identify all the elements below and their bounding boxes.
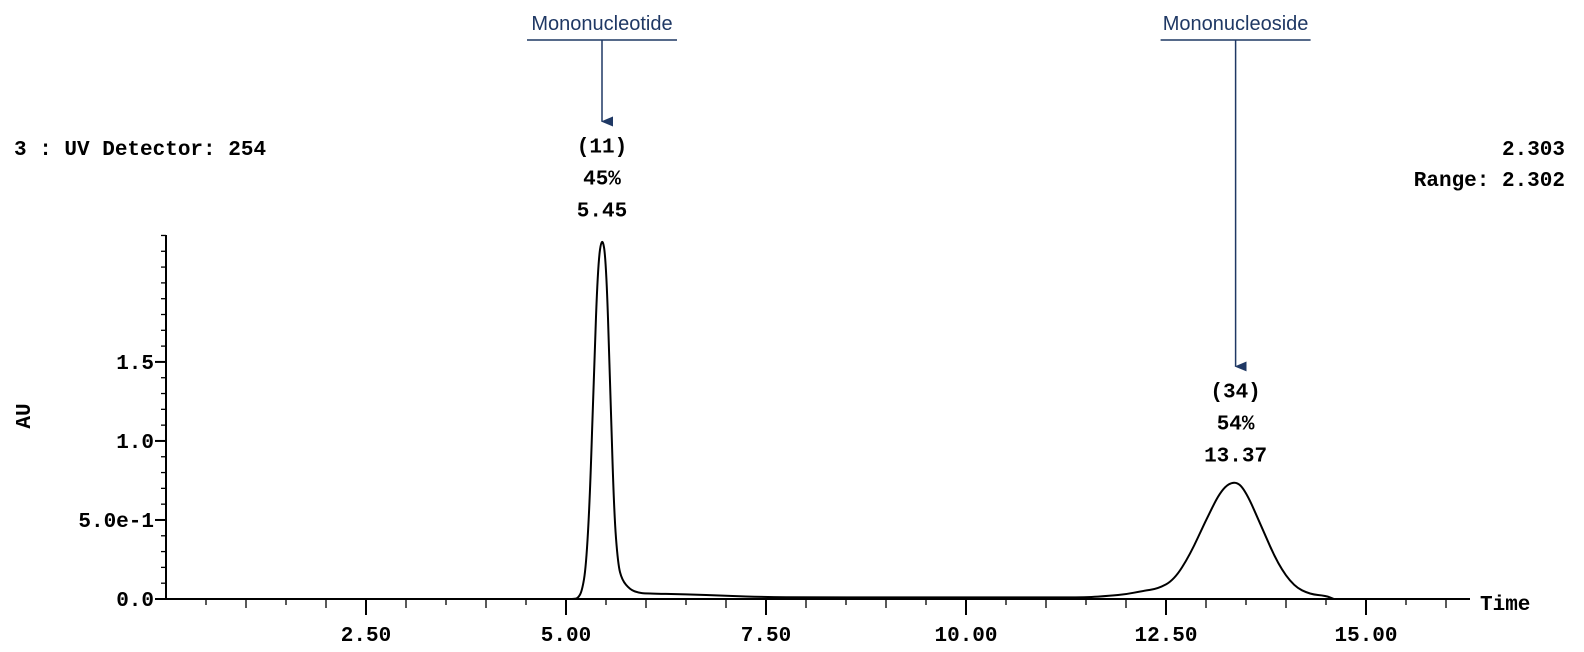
peak-time-label: 5.45 xyxy=(577,200,627,223)
peak-percent-label: 45% xyxy=(583,168,621,191)
x-minor-ticks xyxy=(205,599,1447,608)
x-tick-label: 7.50 xyxy=(741,625,791,648)
x-tick-label: 12.50 xyxy=(1134,625,1197,648)
peak-number-label: (34) xyxy=(1210,381,1260,404)
y-tick-label: 0.0 xyxy=(116,590,154,613)
max-value-label: 2.303 xyxy=(1502,139,1565,162)
y-axis-label: AU xyxy=(14,403,37,428)
x-tick-label: 2.50 xyxy=(341,625,391,648)
x-tick-label: 15.00 xyxy=(1334,625,1397,648)
detector-label: 3 : UV Detector: 254 xyxy=(14,139,266,162)
range-label: Range: 2.302 xyxy=(1414,170,1565,193)
peak-name-label: Mononucleotide xyxy=(531,13,672,35)
peak-percent-label: 54% xyxy=(1217,413,1255,436)
peak-name-label: Mononucleoside xyxy=(1163,13,1309,35)
y-major-ticks: 0.0 5.0e-1 1.0 1.5 xyxy=(78,353,166,613)
x-tick-label: 5.00 xyxy=(541,625,591,648)
chromatogram-trace xyxy=(566,240,1335,600)
x-axis-label: Time xyxy=(1480,594,1530,617)
y-tick-label: 1.0 xyxy=(116,432,154,455)
y-tick-label: 1.5 xyxy=(116,353,154,376)
peak-number-label: (11) xyxy=(577,136,627,159)
peak-labels: (11) 45% 5.45 (34) 54% 13.37 xyxy=(577,136,1267,468)
y-tick-label: 5.0e-1 xyxy=(78,511,154,534)
x-major-ticks: 2.50 5.00 7.50 10.00 12.50 15.00 xyxy=(341,599,1398,648)
peak-annotations: Mononucleotide Mononucleoside xyxy=(527,13,1311,372)
x-tick-label: 10.00 xyxy=(934,625,997,648)
peak-time-label: 13.37 xyxy=(1204,445,1267,468)
